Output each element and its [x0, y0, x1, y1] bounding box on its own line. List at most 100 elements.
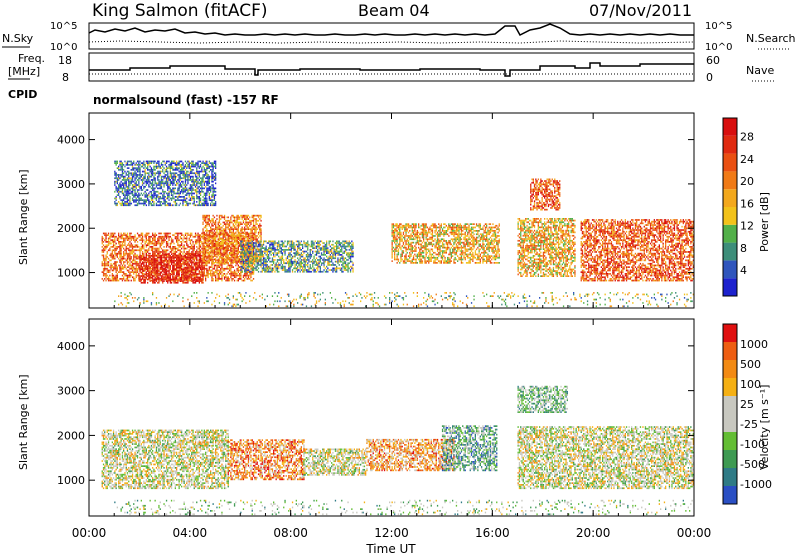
data-cell [267, 252, 268, 254]
data-cell [329, 251, 330, 253]
data-cell [301, 241, 302, 243]
data-cell [156, 248, 157, 250]
data-cell [345, 262, 346, 264]
data-cell [122, 275, 123, 277]
data-cell [288, 266, 289, 268]
data-cell [234, 228, 235, 230]
data-cell [108, 280, 109, 282]
data-cell [110, 253, 111, 255]
data-cell [148, 260, 149, 262]
data-cell [168, 253, 169, 255]
data-cell [146, 253, 147, 255]
data-cell [253, 227, 254, 229]
data-cell [170, 269, 171, 271]
data-cell [332, 257, 333, 259]
data-cell [215, 249, 216, 251]
data-cell [124, 280, 125, 282]
data-cell [233, 247, 234, 249]
data-cell [209, 244, 210, 246]
data-cell [184, 269, 185, 271]
data-cell [326, 244, 327, 246]
data-cell [395, 249, 396, 251]
data-cell [230, 220, 231, 222]
data-cell [248, 262, 249, 264]
data-cell [195, 282, 196, 284]
data-cell [143, 255, 144, 257]
data-cell [238, 234, 239, 236]
data-cell [325, 254, 326, 256]
data-cell [180, 246, 181, 248]
data-cell [273, 242, 274, 244]
data-cell [128, 244, 129, 246]
data-cell [155, 260, 156, 262]
data-cell [195, 270, 196, 272]
data-cell [151, 265, 152, 267]
data-cell [196, 251, 197, 253]
data-cell [103, 275, 104, 277]
data-cell [168, 279, 169, 281]
data-cell [156, 263, 157, 265]
data-cell [318, 246, 319, 248]
data-cell [208, 240, 209, 242]
data-cell [172, 269, 173, 271]
data-cell [414, 228, 415, 230]
data-cell [283, 246, 284, 248]
data-cell [237, 230, 238, 232]
data-cell [126, 280, 127, 282]
data-cell [139, 251, 140, 253]
data-cell [229, 257, 230, 259]
data-cell [189, 234, 190, 236]
data-cell [326, 269, 327, 271]
data-cell [394, 249, 395, 251]
data-cell [340, 261, 341, 263]
data-cell [173, 253, 174, 255]
data-cell [117, 275, 118, 277]
data-cell [179, 270, 180, 272]
data-cell [228, 225, 229, 227]
data-cell [107, 241, 108, 243]
data-cell [294, 259, 295, 261]
data-cell [218, 252, 219, 254]
data-cell [148, 258, 149, 260]
data-cell [122, 238, 123, 240]
data-cell [413, 232, 414, 234]
data-cell [224, 276, 225, 278]
data-cell [405, 225, 406, 227]
data-cell [337, 241, 338, 243]
data-cell [182, 280, 183, 282]
data-cell [191, 269, 192, 271]
data-cell [142, 262, 143, 264]
data-cell [162, 274, 163, 276]
data-cell [248, 218, 249, 220]
data-cell [326, 271, 327, 273]
data-cell [414, 223, 415, 225]
data-cell [228, 262, 229, 264]
data-cell [155, 236, 156, 238]
data-cell [264, 252, 265, 254]
data-cell [323, 252, 324, 254]
data-cell [148, 274, 149, 276]
data-cell [336, 244, 337, 246]
data-cell [210, 230, 211, 232]
data-cell [289, 244, 290, 246]
data-cell [407, 244, 408, 246]
data-cell [167, 274, 168, 276]
data-cell [268, 271, 269, 273]
data-cell [171, 257, 172, 259]
data-cell [148, 277, 149, 279]
data-cell [132, 253, 133, 255]
data-cell [127, 280, 128, 282]
data-cell [226, 250, 227, 252]
data-cell [351, 246, 352, 248]
data-cell [128, 248, 129, 250]
data-cell [254, 247, 255, 249]
data-cell [277, 271, 278, 273]
data-cell [173, 246, 174, 248]
data-cell [166, 249, 167, 251]
data-cell [260, 266, 261, 268]
data-cell [112, 280, 113, 282]
data-cell [189, 263, 190, 265]
data-cell [117, 280, 118, 282]
data-cell [148, 233, 149, 235]
data-cell [116, 268, 117, 270]
